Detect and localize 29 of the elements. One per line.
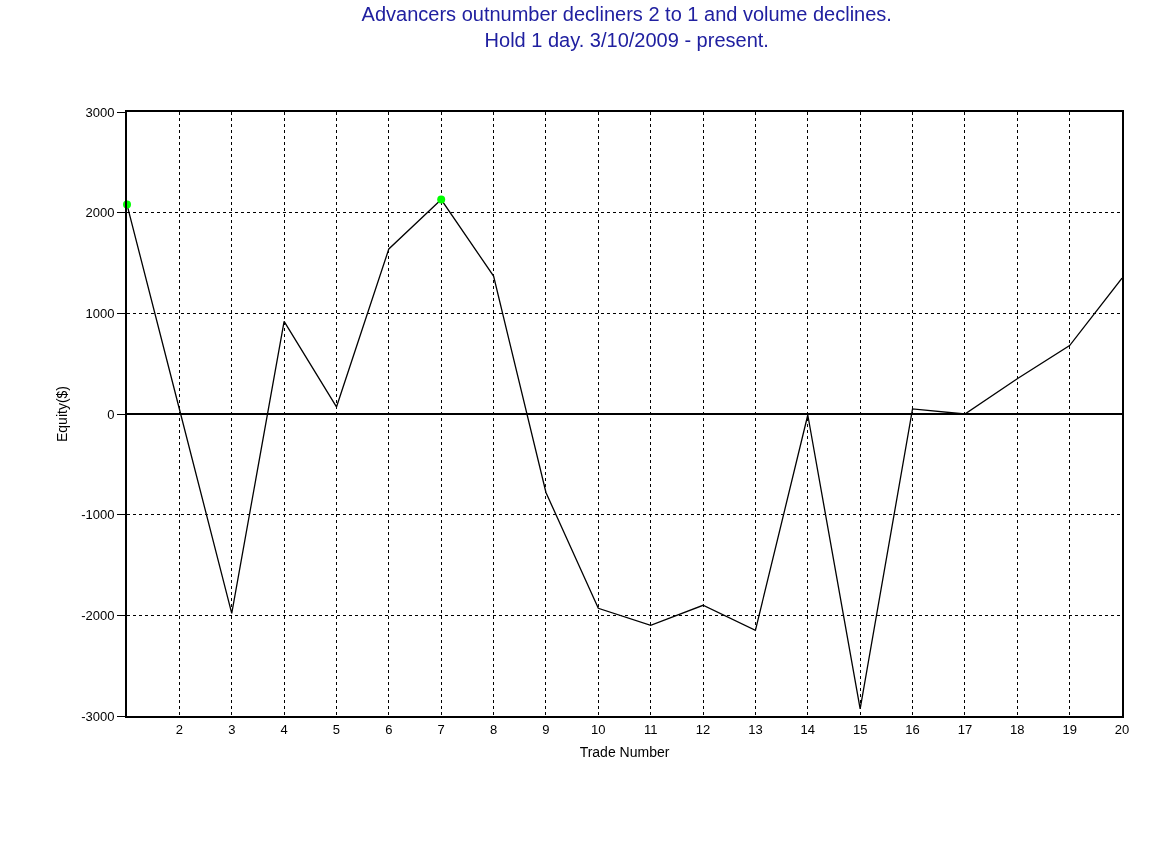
y-tick-label: 3000 (85, 104, 115, 120)
x-tick-label: 18 (1010, 721, 1025, 737)
x-tick-label: 10 (591, 721, 606, 737)
x-tick-label: 5 (332, 721, 341, 737)
y-tick-label: 2000 (85, 205, 115, 221)
chart-title: Advancers outnumber decliners 2 to 1 and volume declines. Hold 1 day. 3/10/2009 - present. (361, 3, 892, 52)
y-tick-label: -2000 (81, 607, 115, 623)
y-tick-label: -1000 (81, 507, 115, 523)
y-tick-label: -3000 (81, 708, 115, 724)
x-tick-label: 15 (852, 721, 868, 737)
x-tick-label: 11 (643, 721, 658, 737)
x-tick-label: 8 (489, 721, 498, 737)
x-tick-label: 17 (957, 721, 973, 737)
x-tick-label: 4 (280, 721, 288, 737)
x-tick-label: 20 (1114, 721, 1130, 737)
y-tick-label: 1000 (85, 305, 115, 321)
y-tick-label: 0 (107, 406, 115, 422)
x-tick-label: 2 (175, 721, 183, 737)
x-tick-label: 16 (905, 721, 920, 737)
x-axis-title: Trade Number (579, 744, 670, 761)
x-tick-label: 7 (437, 721, 445, 737)
x-tick-label: 19 (1062, 721, 1077, 737)
x-tick-label: 6 (385, 721, 393, 737)
x-tick-label: 14 (800, 721, 816, 737)
x-tick-label: 12 (695, 721, 711, 737)
y-axis-title: Equity($) (54, 385, 71, 443)
x-tick-label: 13 (748, 721, 763, 737)
x-tick-label: 9 (542, 721, 550, 737)
x-tick-label: 3 (228, 721, 236, 737)
